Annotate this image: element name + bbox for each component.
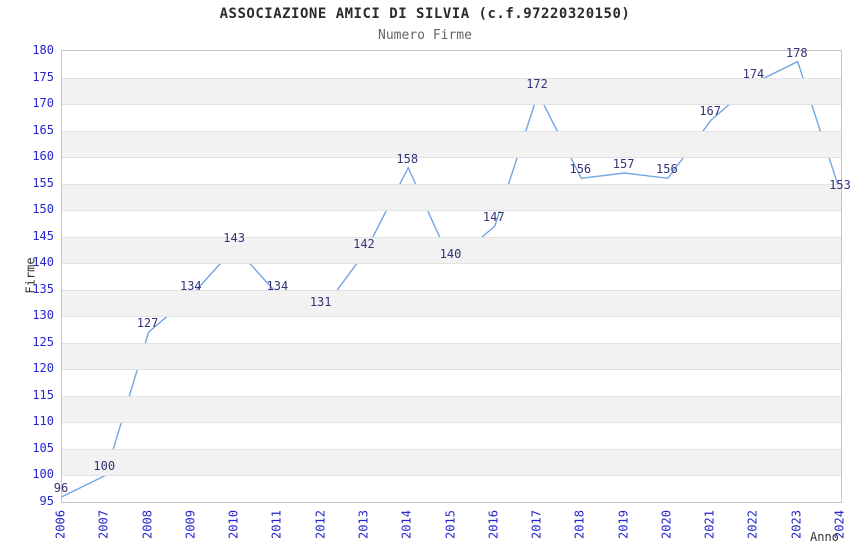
y-tick-label: 110 <box>32 414 54 429</box>
grid-band <box>62 236 841 264</box>
y-tick-label: 125 <box>32 334 54 349</box>
y-tick-label: 155 <box>32 175 54 190</box>
point-value-label: 134 <box>179 279 202 294</box>
y-tick-label: 165 <box>32 122 54 137</box>
x-tick-label: 2010 <box>226 510 241 539</box>
grid-band <box>62 183 841 211</box>
x-tick-label: 2023 <box>789 510 804 539</box>
x-axis-title: Anno <box>810 530 839 544</box>
gridline <box>62 369 841 371</box>
x-tick-label: 2015 <box>443 510 457 539</box>
plot-area <box>61 50 842 503</box>
gridline <box>62 77 841 79</box>
grid-band <box>62 289 841 317</box>
y-tick-label: 130 <box>32 308 54 323</box>
y-tick-label: 145 <box>32 228 54 243</box>
gridline <box>62 342 841 344</box>
grid-band <box>62 130 841 158</box>
x-tick-label: 2008 <box>140 510 155 539</box>
grid-band <box>62 342 841 370</box>
point-value-label: 157 <box>612 157 635 172</box>
gridline <box>62 448 841 450</box>
point-value-label: 172 <box>526 77 548 92</box>
x-tick-label: 2011 <box>269 510 284 539</box>
x-tick-label: 2021 <box>702 510 717 539</box>
y-tick-label: 100 <box>32 467 54 482</box>
y-tick-label: 140 <box>32 255 54 270</box>
point-value-label: 178 <box>785 45 808 60</box>
y-tick-label: 170 <box>32 96 54 111</box>
gridline <box>62 157 841 159</box>
x-tick-label: 2014 <box>399 510 414 539</box>
y-axis-title: Firme <box>23 257 38 294</box>
y-tick-label: 135 <box>32 281 54 296</box>
x-tick-label: 2007 <box>96 510 111 539</box>
point-value-label: 140 <box>439 247 462 262</box>
gridline <box>62 104 841 106</box>
point-value-label: 167 <box>699 103 721 118</box>
point-value-label: 131 <box>309 294 332 309</box>
point-value-label: 147 <box>482 210 505 225</box>
y-tick-label: 95 <box>39 494 54 508</box>
x-tick-label: 2020 <box>659 510 674 539</box>
y-tick-label: 150 <box>32 202 54 217</box>
x-tick-label: 2017 <box>529 510 544 539</box>
y-tick-label: 180 <box>32 43 54 57</box>
y-tick-label: 175 <box>32 69 54 84</box>
point-value-label: 100 <box>93 459 116 474</box>
gridline <box>62 289 841 291</box>
x-tick-label: 2018 <box>572 510 587 539</box>
gridline <box>62 475 841 477</box>
point-value-label: 156 <box>569 162 592 177</box>
grid-band <box>62 77 841 105</box>
point-value-label: 142 <box>353 236 375 251</box>
point-value-label: 134 <box>266 279 289 294</box>
x-tick-label: 2013 <box>356 510 371 539</box>
gridline <box>62 263 841 265</box>
point-value-label: 127 <box>136 316 159 331</box>
y-tick-label: 120 <box>32 361 54 376</box>
point-value-label: 96 <box>53 480 69 495</box>
point-value-label: 158 <box>396 151 419 166</box>
point-value-label: 174 <box>742 66 765 81</box>
x-tick-label: 2019 <box>616 510 631 539</box>
y-tick-label: 115 <box>32 387 54 402</box>
line-series-svg <box>61 60 842 498</box>
chart-subtitle: Numero Firme <box>378 28 472 43</box>
point-value-label: 153 <box>829 178 850 193</box>
point-value-label: 156 <box>656 162 678 177</box>
chart-title: ASSOCIAZIONE AMICI DI SILVIA (c.f.972203… <box>219 6 631 22</box>
x-tick-label: 2009 <box>183 510 198 539</box>
gridline <box>62 183 841 185</box>
grid-band <box>62 448 841 476</box>
gridline <box>62 130 841 132</box>
gridline <box>62 210 841 212</box>
y-tick-label: 160 <box>32 149 54 164</box>
gridline <box>62 422 841 424</box>
y-tick-label: 105 <box>32 440 54 455</box>
x-tick-label: 2016 <box>486 510 501 539</box>
x-tick-label: 2012 <box>313 510 328 539</box>
gridline <box>62 236 841 238</box>
point-value-label: 143 <box>223 231 245 246</box>
grid-band <box>62 395 841 423</box>
gridline <box>62 316 841 318</box>
gridline <box>62 395 841 397</box>
x-tick-label: 2022 <box>745 510 760 539</box>
x-tick-label: 2006 <box>53 510 68 539</box>
